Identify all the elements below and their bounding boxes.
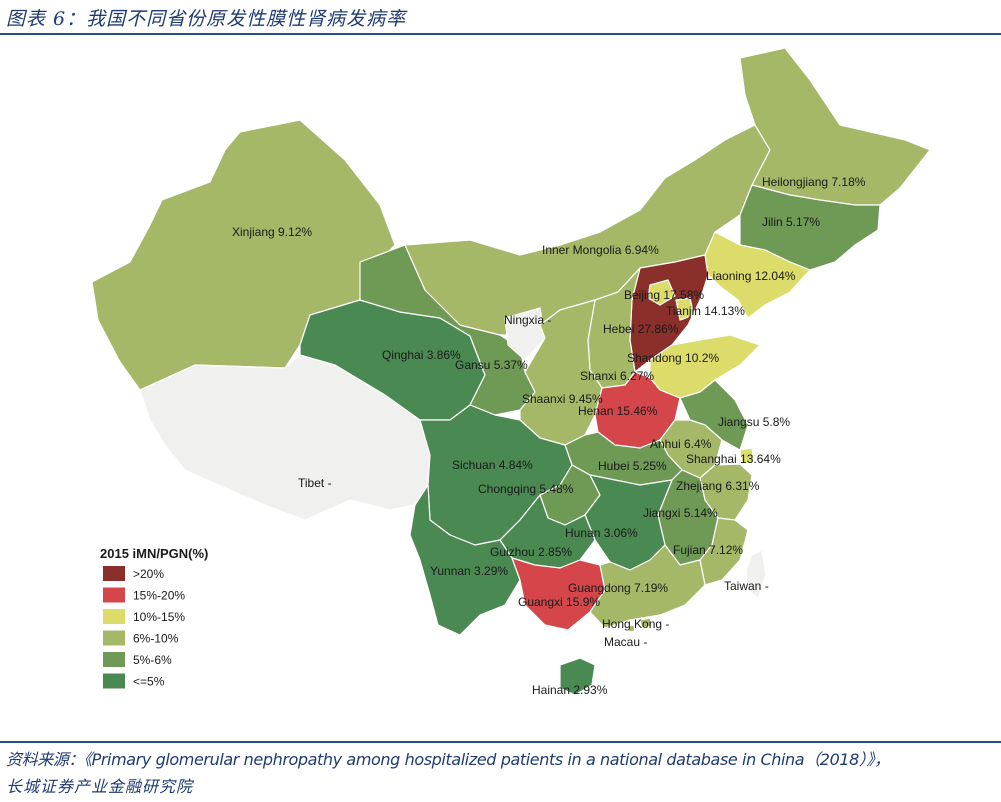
label-shandong: Shandong 10.2% — [627, 351, 719, 365]
label-guangxi: Guangxi 15.9% — [518, 595, 600, 609]
label-anhui: Anhui 6.4% — [650, 437, 712, 451]
source-institution: 长城证券产业金融研究院 — [6, 777, 194, 796]
label-shaanxi: Shaanxi 9.45% — [522, 392, 603, 406]
label-hong-kong: Hong Kong - — [602, 617, 669, 631]
legend-label: <=5% — [133, 675, 165, 689]
region-beijing — [647, 279, 676, 306]
province-labels: Xinjiang 9.12% Tibet - Qinghai 3.86% Gan… — [232, 175, 866, 697]
region-yunnan — [409, 484, 521, 636]
legend-title: 2015 iMN/PGN(%) — [100, 546, 208, 561]
legend: 2015 iMN/PGN(%) >20% 15%-20% 10%-15% 6%-10%… — [100, 546, 208, 689]
label-shanxi: Shanxi 6.27% — [580, 369, 654, 383]
province-shapes — [91, 47, 931, 696]
label-guangdong: Guangdong 7.19% — [568, 581, 668, 595]
region-fujian — [699, 517, 749, 586]
legend-swatch — [103, 566, 125, 581]
label-liaoning: Liaoning 12.04% — [706, 269, 796, 283]
label-xinjiang: Xinjiang 9.12% — [232, 225, 312, 239]
region-hainan — [559, 657, 596, 696]
label-jiangxi: Jiangxi 5.14% — [643, 506, 718, 520]
label-hubei: Hubei 5.25% — [598, 459, 667, 473]
region-liaoning — [704, 231, 811, 319]
label-chongqing: Chongqing 5.48% — [478, 482, 574, 496]
label-hunan: Hunan 3.06% — [565, 526, 638, 540]
label-hainan: Hainan 2.93% — [532, 683, 608, 697]
region-guangdong — [589, 544, 706, 629]
label-jilin: Jilin 5.17% — [762, 215, 820, 229]
label-taiwan: Taiwan - — [724, 579, 769, 593]
label-macau: Macau - — [604, 635, 647, 649]
legend-swatch — [103, 609, 125, 624]
region-shanghai — [739, 447, 755, 465]
legend-swatch — [103, 652, 125, 667]
legend-swatch — [103, 587, 125, 603]
label-zhejiang: Zhejiang 6.31% — [676, 479, 760, 493]
legend-label: 15%-20% — [133, 589, 185, 603]
label-guizhou: Guizhou 2.85% — [490, 545, 572, 559]
legend-label: >20% — [133, 567, 164, 581]
region-macau — [627, 624, 636, 633]
label-yunnan: Yunnan 3.29% — [430, 564, 508, 578]
region-ningxia — [504, 307, 546, 361]
legend-items: >20% 15%-20% 10%-15% 6%-10% 5%-6% <=5% — [103, 566, 185, 689]
label-gansu: Gansu 5.37% — [455, 358, 528, 372]
label-tibet: Tibet - — [298, 476, 332, 490]
label-tianjin: Tianjin 14.13% — [666, 304, 745, 318]
label-beijing: Beijing 17.58% — [624, 288, 704, 302]
region-hong-kong — [639, 617, 653, 629]
label-sichuan: Sichuan 4.84% — [452, 458, 533, 472]
label-qinghai: Qinghai 3.86% — [382, 348, 461, 362]
label-fujian: Fujian 7.12% — [673, 543, 743, 557]
label-heilongjiang: Heilongjiang 7.18% — [762, 175, 866, 189]
region-tianjin — [675, 297, 695, 321]
figure-title: 图表 6：我国不同省份原发性膜性肾病发病率 — [6, 8, 407, 30]
legend-label: 10%-15% — [133, 610, 185, 624]
legend-swatch — [103, 673, 125, 689]
label-jiangsu: Jiangsu 5.8% — [718, 415, 790, 429]
label-shanghai: Shanghai 13.64% — [686, 452, 781, 466]
source-citation: 资料来源：《Primary glomerular nephropathy amo… — [6, 750, 890, 769]
source-divider — [0, 741, 1001, 743]
china-choropleth-map: Xinjiang 9.12% Tibet - Qinghai 3.86% Gan… — [91, 47, 931, 697]
label-ningxia: Ningxia - — [504, 313, 551, 327]
label-hebei: Hebei 27.86% — [603, 322, 679, 336]
legend-label: 6%-10% — [133, 632, 179, 646]
region-taiwan — [745, 549, 767, 599]
label-inner-mongolia: Inner Mongolia 6.94% — [542, 243, 659, 257]
label-henan: Henan 15.46% — [578, 404, 658, 418]
legend-label: 5%-6% — [133, 653, 172, 667]
title-divider — [0, 33, 1001, 35]
legend-swatch — [103, 630, 125, 646]
